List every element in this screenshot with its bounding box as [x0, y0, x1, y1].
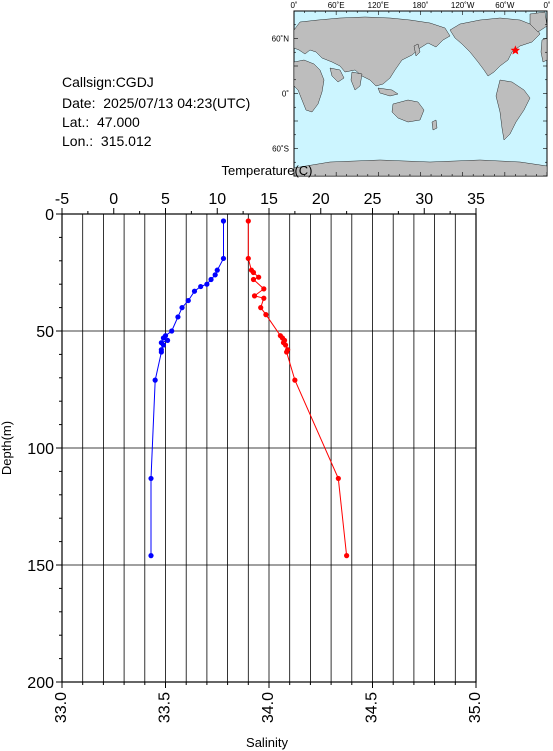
salinity-tick-label: 33.5 [157, 692, 174, 723]
temperature-data-point [250, 269, 257, 276]
station-star-icon [510, 45, 521, 55]
depth-axis-title: Depth(m) [0, 421, 14, 475]
map-lat-label: 60˚N [272, 35, 290, 44]
depth-tick-label: 100 [27, 441, 54, 458]
map-lon-label: 180˚ [412, 1, 428, 10]
salinity-tick-label: 33.0 [53, 692, 70, 723]
temperature-data-point [258, 305, 264, 311]
lon-text: Lon.: 315.012 [62, 133, 152, 149]
temperature-data-point [261, 295, 267, 301]
top-axis-title: Temperature(C) [221, 163, 312, 178]
temperature-tick-label: 10 [208, 191, 226, 208]
depth-tick-label: 50 [36, 324, 54, 341]
arabia-shape [329, 67, 345, 83]
depth-tick-label: 200 [27, 675, 54, 692]
africa-shape [293, 59, 325, 113]
temperature-tick-label: -5 [55, 191, 69, 208]
salinity-data-point [164, 337, 171, 343]
temperature-data-point [245, 218, 251, 224]
map-lon-label: 120˚W [451, 1, 475, 10]
profile-chart: -5 0 5 10 15 20 25 30 35 33.0 33.5 34.0 34.5 35.0 05… [0, 163, 485, 750]
eurasia-shape [293, 16, 451, 87]
temperature-tick-label: 5 [161, 191, 170, 208]
greenland-shape [529, 11, 548, 33]
salinity-data-point [160, 342, 167, 348]
temperature-data-point [263, 312, 269, 318]
temperature-data-point [292, 377, 298, 383]
salinity-data-point [198, 283, 204, 290]
map-lon-label: 0˚ [543, 1, 550, 10]
salinity-data-point [191, 288, 198, 294]
salinity-data-point [212, 272, 218, 278]
salinity-data-point [158, 349, 164, 355]
salinity-data-point [220, 255, 227, 262]
salinity-tick-label: 34.0 [260, 692, 277, 723]
axis-ticks [56, 208, 477, 688]
salinity-data-point [208, 276, 214, 283]
map-lat-label: 60˚S [272, 145, 289, 154]
temperature-data-point [256, 274, 262, 280]
temperature-tick-label: 20 [312, 191, 330, 208]
salinity-data-point [175, 314, 181, 320]
temperature-data-point [251, 293, 258, 299]
salinity-data-point [160, 335, 167, 341]
map-lon-label: 60˚E [328, 1, 345, 10]
grid-lines [62, 214, 476, 682]
salinity-data-point [204, 281, 210, 287]
north-america-shape [449, 17, 541, 77]
salinity-data-point [169, 328, 175, 334]
temperature-data-point [344, 553, 350, 559]
depth-tick-label: 150 [27, 558, 54, 575]
temperature-data-point [335, 475, 341, 482]
salinity-data-point [148, 475, 154, 482]
salinity-data-point [179, 305, 185, 311]
australia-shape [391, 99, 425, 123]
temperature-tick-label: 25 [364, 191, 382, 208]
map-land [293, 11, 548, 177]
indonesia-shape [377, 87, 399, 97]
temperature-data-point [283, 349, 290, 355]
new-zealand-shape [431, 119, 438, 131]
temperature-tick-label: 0 [109, 191, 118, 208]
map-lat-label: 0˚ [282, 90, 289, 99]
map-frame-ticks [293, 10, 548, 177]
depth-tick-label: 0 [45, 207, 54, 224]
series-layer [148, 218, 350, 559]
temperature-data-point [250, 276, 257, 283]
temperature-tick-label: 35 [467, 191, 485, 208]
south-america-shape [495, 79, 531, 141]
salinity-data-point [220, 218, 227, 224]
salinity-tick-label: 34.5 [364, 692, 381, 723]
salinity-tick-label: 35.0 [467, 692, 484, 723]
bottom-axis-title: Salinity [246, 735, 288, 750]
india-shape [350, 71, 363, 91]
lat-text: Lat.: 47.000 [62, 114, 140, 130]
salinity-data-point [152, 377, 158, 383]
temperature-tick-label: 30 [415, 191, 433, 208]
salinity-data-point [185, 297, 191, 304]
bottom-axis-tick-labels: 33.0 33.5 34.0 34.5 35.0 [53, 692, 484, 723]
date-text: Date: 2025/07/13 04:23(UTC) [62, 95, 251, 111]
salinity-data-point [148, 553, 154, 559]
map-lon-label: 60˚W [495, 1, 515, 10]
temperature-tick-label: 15 [260, 191, 278, 208]
map-lon-label: 0˚ [290, 1, 297, 10]
salinity-data-point [214, 267, 220, 273]
top-axis-tick-labels: -5 0 5 10 15 20 25 30 35 [55, 191, 485, 208]
japan-shape [413, 43, 421, 57]
map-lon-label: 120˚E [368, 1, 389, 10]
depth-axis-tick-labels: 0 50 100 150 200 [27, 207, 54, 692]
temperature-data-point [261, 286, 267, 292]
callsign-text: Callsign:CGDJ [62, 74, 154, 90]
world-map: 0˚ 60˚E 120˚E 180˚ 120˚W 60˚W 0˚ 60˚N 0˚ 60˚S [272, 1, 551, 177]
temperature-data-point [282, 342, 289, 348]
temperature-data-point [245, 255, 251, 262]
